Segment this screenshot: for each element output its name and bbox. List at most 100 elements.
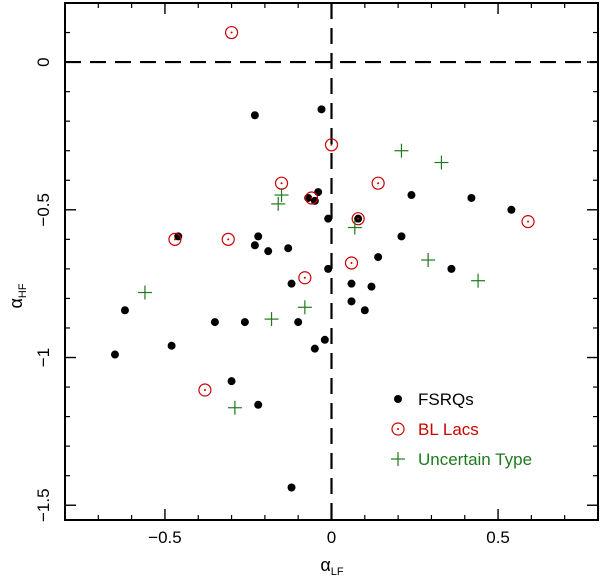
legend-label-bllacs: BL Lacs — [418, 420, 479, 439]
uncertain-point — [347, 220, 362, 235]
bllac-point-ring — [221, 232, 235, 246]
y-tick-label: −1 — [34, 348, 53, 367]
fsrq-point — [324, 214, 333, 223]
bllac-point — [298, 271, 312, 285]
bllac-point-center — [203, 389, 206, 392]
fsrq-point — [314, 188, 323, 197]
y-tick-label: −1.5 — [34, 488, 53, 522]
bllac-point — [221, 232, 235, 246]
uncertain-point — [421, 253, 436, 268]
uncertain-point — [434, 155, 449, 170]
bllac-point-ring — [168, 232, 182, 246]
fsrq-point — [507, 205, 516, 214]
legend-item-uncertain: Uncertain Type — [391, 450, 532, 469]
bllac-point-center — [303, 276, 306, 279]
y-axis-label: αHF — [6, 283, 29, 308]
fsrq-point — [347, 297, 356, 306]
fsrq-point — [250, 241, 259, 250]
reference-lines — [65, 3, 598, 520]
bllac-point-center — [330, 143, 333, 146]
fsrq-point — [250, 111, 259, 120]
fsrq-point — [227, 377, 236, 386]
bllac-point-center — [350, 261, 353, 264]
fsrq-point — [310, 344, 319, 353]
uncertain-point — [394, 143, 409, 158]
bllac-point — [324, 138, 339, 152]
axis-ticks: −0.5 0 0.5 −1.5 −1 −0.5 0 — [34, 3, 598, 547]
bllac-point-center — [527, 220, 530, 223]
fsrq-point — [397, 232, 406, 241]
fsrq-point — [210, 318, 219, 327]
bllac-point-center — [377, 182, 380, 185]
fsrq-point — [254, 232, 263, 241]
fsrq-point — [294, 318, 303, 327]
bllac-point-ring — [344, 256, 359, 270]
legend-circle-dot-marker-icon — [391, 422, 405, 436]
bllac-point — [344, 256, 359, 270]
y-axis-label-main: α — [6, 298, 26, 308]
bllac-point — [521, 215, 535, 229]
legend-circle-center-icon — [397, 428, 399, 430]
legend-dot-marker-icon — [394, 395, 402, 403]
fsrq-point — [447, 264, 456, 273]
y-axis-label-sub: HF — [17, 283, 29, 298]
bllac-point — [371, 176, 385, 190]
legend-label-fsrqs: FSRQs — [418, 390, 474, 409]
fsrq-point — [167, 341, 176, 350]
bllac-point-ring — [521, 215, 535, 229]
fsrq-point — [467, 193, 476, 202]
bllac-point-ring — [351, 212, 365, 226]
bllac-point — [304, 191, 319, 205]
bllac-point — [198, 383, 212, 397]
legend: FSRQs BL Lacs Uncertain Type — [391, 390, 532, 469]
uncertain-point — [274, 188, 289, 203]
fsrq-point — [240, 318, 249, 327]
uncertain-point — [137, 285, 152, 300]
bllac-point-ring — [371, 176, 385, 190]
y-tick-label: −0.5 — [34, 193, 53, 227]
x-tick-label: 0.5 — [486, 528, 510, 547]
uncertain-point — [271, 196, 286, 211]
legend-label-uncertain: Uncertain Type — [418, 450, 532, 469]
bllac-point — [168, 232, 182, 246]
uncertain-point — [264, 312, 279, 327]
fsrq-point — [367, 282, 376, 291]
fsrq-point — [324, 264, 333, 273]
uncertain-point — [297, 300, 312, 315]
fsrq-point — [407, 191, 416, 200]
x-tick-label: 0 — [327, 528, 336, 547]
bllac-point-ring — [298, 271, 312, 285]
fsrq-point — [317, 105, 326, 114]
bllac-point — [224, 25, 239, 40]
x-tick-label: −0.5 — [148, 528, 182, 547]
fsrq-point — [284, 244, 293, 253]
fsrq-point — [264, 247, 273, 256]
legend-item-fsrqs: FSRQs — [394, 390, 474, 409]
bllac-point-ring — [304, 191, 319, 205]
fsrq-point — [287, 483, 296, 492]
fsrq-point — [360, 306, 369, 315]
fsrq-point — [347, 279, 356, 288]
bllac-point-ring — [224, 25, 239, 40]
fsrq-point — [254, 400, 263, 409]
fsrq-point — [320, 335, 329, 344]
x-axis-label-sub: LF — [331, 566, 344, 578]
bllac-point-center — [357, 217, 360, 220]
x-axis-label-main: α — [320, 555, 330, 575]
fsrq-point — [287, 279, 296, 288]
uncertain-point — [227, 400, 242, 415]
bllac-point-center — [230, 31, 233, 34]
x-axis-label: αLF — [320, 555, 344, 578]
bllac-point-center — [227, 238, 230, 241]
bllac-point-ring — [324, 138, 339, 152]
bllac-point-center — [310, 196, 313, 199]
legend-item-bllacs: BL Lacs — [391, 420, 479, 439]
bllac-point-ring — [198, 383, 212, 397]
y-tick-label: 0 — [34, 57, 53, 66]
bllac-point — [274, 176, 289, 190]
bllac-point — [351, 212, 365, 226]
bllac-point-center — [173, 238, 176, 241]
fsrq-point — [374, 253, 383, 262]
uncertain-point — [471, 273, 486, 288]
